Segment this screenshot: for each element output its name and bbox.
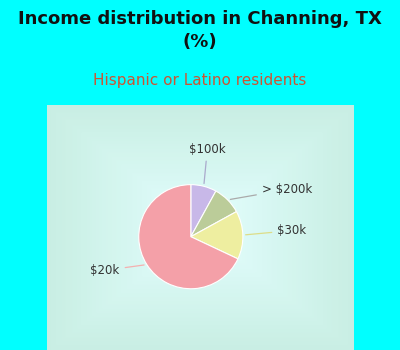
- Text: Income distribution in Channing, TX
(%): Income distribution in Channing, TX (%): [18, 10, 382, 51]
- Text: $30k: $30k: [246, 224, 306, 237]
- Wedge shape: [191, 191, 236, 237]
- Text: $100k: $100k: [189, 142, 226, 183]
- Wedge shape: [191, 212, 243, 259]
- Wedge shape: [139, 185, 238, 289]
- Text: Hispanic or Latino residents: Hispanic or Latino residents: [93, 74, 307, 89]
- Text: $20k: $20k: [90, 264, 144, 277]
- Wedge shape: [191, 185, 216, 237]
- Text: > $200k: > $200k: [230, 183, 312, 200]
